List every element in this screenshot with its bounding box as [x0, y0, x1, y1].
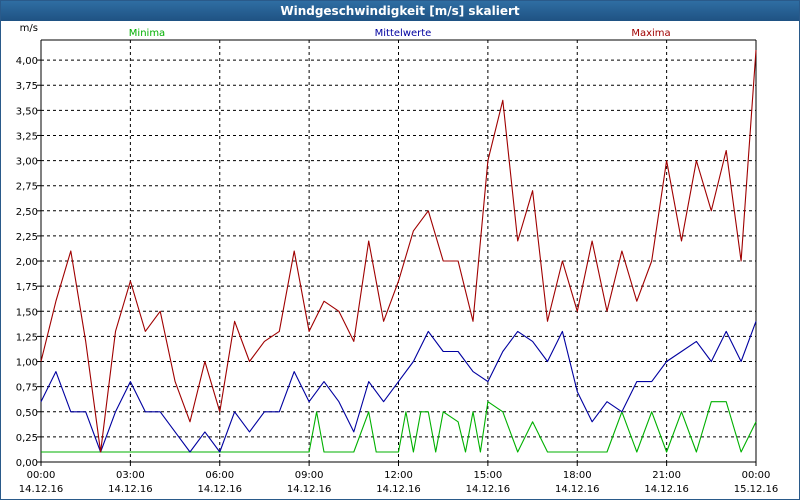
x-tick-date: 15.12.16 — [734, 484, 779, 495]
x-tick-time: 06:00 — [205, 470, 234, 481]
y-tick-label: 3,50 — [16, 106, 38, 117]
y-tick-label: 4,00 — [16, 56, 38, 67]
y-tick-label: 0,75 — [16, 383, 38, 394]
y-tick-label: 3,25 — [16, 131, 38, 142]
x-tick-time: 18:00 — [563, 470, 592, 481]
legend: Minima Mittelwerte Maxima — [129, 28, 671, 39]
x-tick-time: 00:00 — [742, 470, 771, 481]
legend-maxima: Maxima — [631, 28, 670, 39]
chart-title: Windgeschwindigkeit [m/s] skaliert — [1, 1, 799, 21]
y-tick-label: 2,00 — [16, 257, 38, 268]
x-tick-time: 03:00 — [116, 470, 145, 481]
y-tick-label: 1,25 — [16, 332, 38, 343]
grid — [41, 40, 756, 463]
x-tick-date: 14.12.16 — [644, 484, 689, 495]
y-tick-label: 3,00 — [16, 157, 38, 168]
x-tick-date: 14.12.16 — [108, 484, 153, 495]
y-tick-label: 0,00 — [16, 458, 38, 469]
x-tick-time: 00:00 — [27, 470, 56, 481]
series-minima-line — [41, 401, 757, 453]
legend-minima: Minima — [129, 28, 165, 39]
y-tick-label: 0,50 — [16, 408, 38, 419]
x-tick-date: 14.12.16 — [287, 484, 332, 495]
y-tick-label: 1,75 — [16, 282, 38, 293]
x-tick-date: 14.12.16 — [376, 484, 421, 495]
axes: 0,00 0,25 0,50 0,75 1,00 1,25 1,50 1,75 2,00 2,25… — [16, 23, 779, 495]
y-axis-label: m/s — [20, 23, 38, 34]
series-maxima-line — [40, 49, 757, 453]
x-tick-date: 14.12.16 — [19, 484, 64, 495]
series-lines — [40, 49, 757, 453]
line-chart: 0,00 0,25 0,50 0,75 1,00 1,25 1,50 1,75 2,00 2,25… — [16, 23, 779, 495]
series-mittelwerte-line — [40, 321, 757, 453]
x-tick-date: 14.12.16 — [555, 484, 600, 495]
x-tick-time: 09:00 — [295, 470, 324, 481]
x-tick-date: 14.12.16 — [197, 484, 242, 495]
x-tick-time: 15:00 — [473, 470, 502, 481]
y-tick-label: 0,25 — [16, 433, 38, 444]
x-tick-time: 21:00 — [652, 470, 681, 481]
y-tick-label: 2,25 — [16, 232, 38, 243]
legend-mittelwerte: Mittelwerte — [375, 28, 432, 39]
y-tick-label: 2,50 — [16, 207, 38, 218]
y-tick-label: 2,75 — [16, 182, 38, 193]
y-tick-label: 1,50 — [16, 307, 38, 318]
y-tick-label: 3,75 — [16, 81, 38, 92]
x-tick-time: 12:00 — [384, 470, 413, 481]
x-tick-date: 14.12.16 — [466, 484, 511, 495]
y-tick-label: 1,00 — [16, 358, 38, 369]
